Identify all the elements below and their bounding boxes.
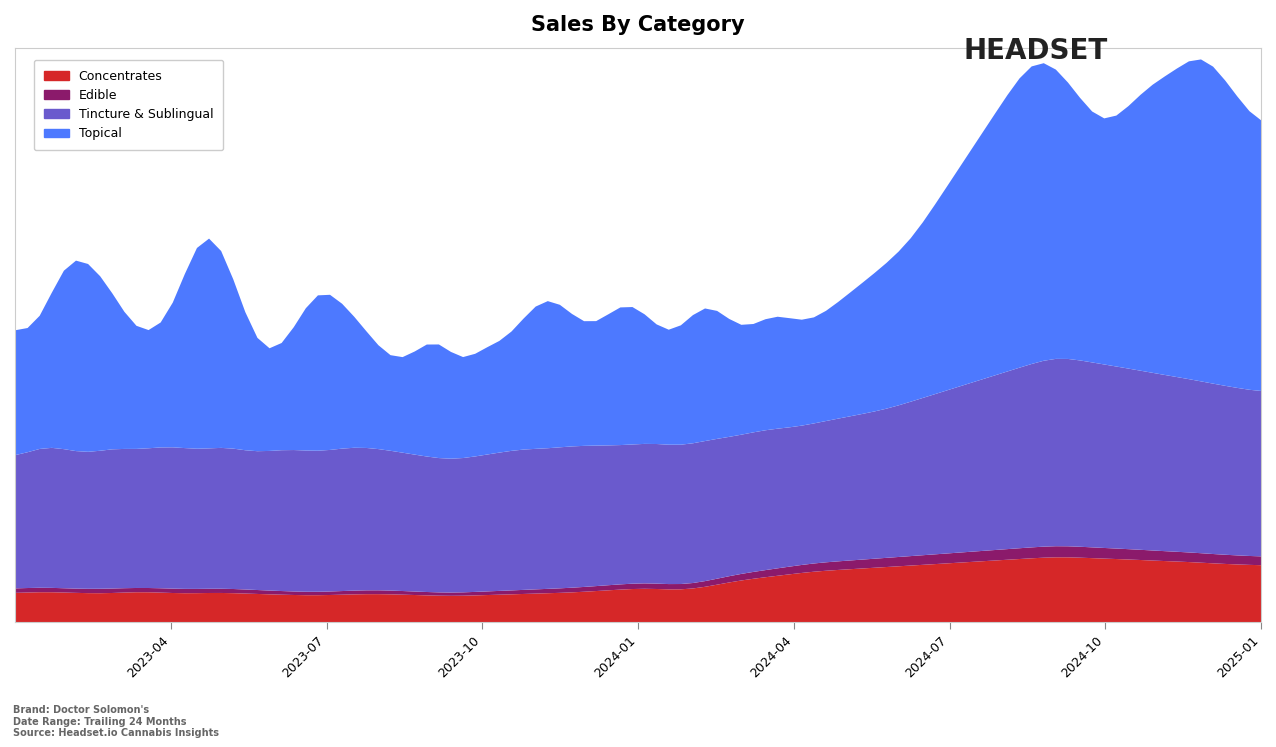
Text: HEADSET: HEADSET <box>963 37 1108 65</box>
Legend: Concentrates, Edible, Tincture & Sublingual, Topical: Concentrates, Edible, Tincture & Subling… <box>33 60 223 150</box>
Title: Sales By Category: Sales By Category <box>531 15 745 35</box>
Text: Brand: Doctor Solomon's: Brand: Doctor Solomon's <box>13 705 149 716</box>
Text: Date Range: Trailing 24 Months: Date Range: Trailing 24 Months <box>13 716 186 727</box>
Text: Source: Headset.io Cannabis Insights: Source: Headset.io Cannabis Insights <box>13 728 218 738</box>
